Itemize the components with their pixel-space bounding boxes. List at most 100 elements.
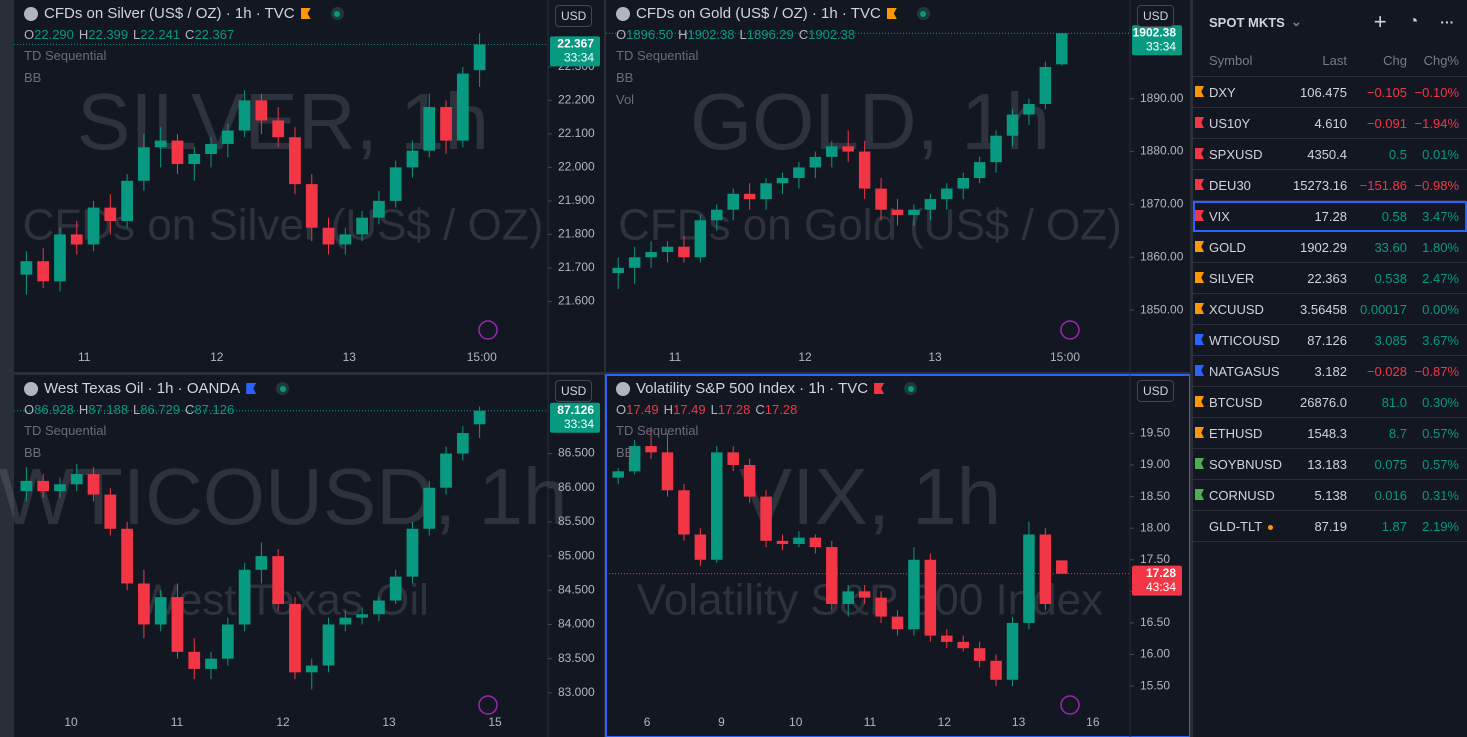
candle-body [70,474,83,485]
watchlist-row[interactable]: VIX 17.28 0.58 3.47% [1193,201,1467,232]
row-flag [1195,148,1204,159]
candle-body [389,576,402,601]
y-tick-label: 83.000 [558,685,595,699]
candle-body [255,100,268,121]
row-flag [1195,86,1204,97]
indicator[interactable]: TD Sequential [616,48,699,63]
watchlist-row[interactable]: DXY 106.475 −0.105 −0.10% [1193,77,1467,108]
y-tick-label: 83.500 [558,651,595,665]
indicator[interactable]: TD Sequential [24,48,107,63]
candle-body [990,135,1002,163]
chart-icon[interactable]: ◔ [1408,13,1419,30]
y-tick-label: 15.50 [1140,678,1170,692]
flag[interactable] [886,8,897,19]
change: 0.00017 [1360,301,1407,317]
change-percent: 0.30% [1422,394,1459,410]
change-percent: 2.47% [1422,270,1459,286]
watchlist-row[interactable]: GOLD 1902.29 33.60 1.80% [1193,232,1467,263]
currency-button[interactable]: USD [555,5,593,27]
candle-body [70,234,83,245]
watchlist-row[interactable]: SPXUSD 4350.4 0.5 0.01% [1193,139,1467,170]
candle-body [875,188,887,210]
watchlist-header[interactable]: SPOT MKTS ⌄ + ◔ ··· [1193,0,1467,44]
symbol: GLD-TLT [1193,519,1293,534]
watchlist-row[interactable]: US10Y 4.610 −0.091 −1.94% [1193,108,1467,139]
ohlc-value: 22.241 [140,27,181,42]
ohlc-value: 17.49 [673,402,706,417]
symbol: SILVER [1193,271,1293,286]
indicator[interactable]: TD Sequential [24,423,107,438]
candle-body [473,44,486,71]
x-tick-label: 15:00 [467,350,497,364]
x-tick-label: 12 [276,715,290,729]
candle-body [661,246,674,252]
watchlist-row[interactable]: XCUUSD 3.56458 0.00017 0.00% [1193,294,1467,325]
flag[interactable] [246,383,257,394]
candle-body [612,267,624,274]
more-button[interactable]: ··· [1440,14,1455,30]
chart-title[interactable]: Volatility S&P 500 Index · 1h · TVC [636,380,869,397]
currency-button[interactable]: USD [1137,380,1175,402]
watchlist-row[interactable]: BTCUSD 26876.0 81.0 0.30% [1193,387,1467,418]
chart-title[interactable]: West Texas Oil · 1h · OANDA [44,380,241,397]
x-tick-label: 13 [343,350,357,364]
candle-body [694,534,707,560]
chart-header: Volatility S&P 500 Index · 1h · TVC [616,380,918,397]
watchlist-row[interactable]: ETHUSD 1548.3 8.7 0.57% [1193,418,1467,449]
status-dot [916,7,930,20]
candle-body [289,137,301,185]
indicator[interactable]: BB [24,70,42,85]
chart-title[interactable]: CFDs on Silver (US$ / OZ) · 1h · TVC [44,5,295,22]
indicator[interactable]: BB [616,70,634,85]
indicator[interactable]: TD Sequential [616,423,699,438]
change-percent: −0.98% [1414,177,1459,193]
watchlist-row[interactable]: WTICOUSD 87.126 3.085 3.67% [1193,325,1467,356]
row-flag [1195,179,1204,190]
last: 5.138 [1314,487,1347,503]
candle-body [205,658,217,669]
flag[interactable] [874,383,885,394]
watchlist-row[interactable]: DEU30 15273.16 −151.86 −0.98% [1193,170,1467,201]
candle-body [711,452,723,560]
ohlc-value: 17.28 [717,402,751,417]
row-flag [1195,427,1204,438]
row-flag [1195,365,1204,376]
price-label: 1902.38 [1133,25,1177,39]
add-button[interactable]: + [1373,9,1387,34]
candle-body [1006,622,1019,680]
ohlc-key: H [78,27,89,42]
flag[interactable] [300,8,311,19]
y-tick-label: 22.000 [558,160,595,174]
ohlc-value: 22.367 [194,27,235,42]
change-percent: −0.87% [1414,363,1459,379]
watermark: WTICOUSD, 1h [0,452,567,541]
indicator[interactable]: BB [616,445,634,460]
symbol: CORNUSD [1193,488,1293,503]
indicator[interactable]: BB [24,445,42,460]
watchlist-row[interactable]: SOYBNUSD 13.183 0.075 0.57% [1193,449,1467,480]
y-tick-label: 1860.00 [1140,249,1184,263]
last: 15273.16 [1293,177,1348,193]
candle-body [628,257,641,268]
watchlist-row[interactable]: GLD-TLT 87.19 1.87 2.19% [1193,511,1467,542]
candle-body [793,537,805,544]
candle-body [809,537,822,548]
chart-title[interactable]: CFDs on Gold (US$ / OZ) · 1h · TVC [636,5,881,22]
row-flag [1195,334,1204,345]
candle-body [842,591,854,604]
currency-button[interactable]: USD [555,380,593,402]
indicator[interactable]: Vol [616,92,635,107]
watchlist-row[interactable]: SILVER 22.363 0.538 2.47% [1193,263,1467,294]
watchlist-title[interactable]: SPOT MKTS [1209,14,1285,30]
candle-body [289,603,301,673]
watchlist-row[interactable]: NATGASUS 3.182 −0.028 −0.87% [1193,356,1467,387]
chevron[interactable]: ⌄ [1290,14,1302,29]
watchlist-row[interactable]: CORNUSD 5.138 0.016 0.31% [1193,480,1467,511]
row-flag [1195,210,1204,221]
candle-body [54,484,66,492]
currency-button[interactable]: USD [1137,5,1175,27]
price-label: 87.126 [557,403,594,417]
symbol-text: VIX [1209,208,1230,224]
candle-body [238,100,251,131]
